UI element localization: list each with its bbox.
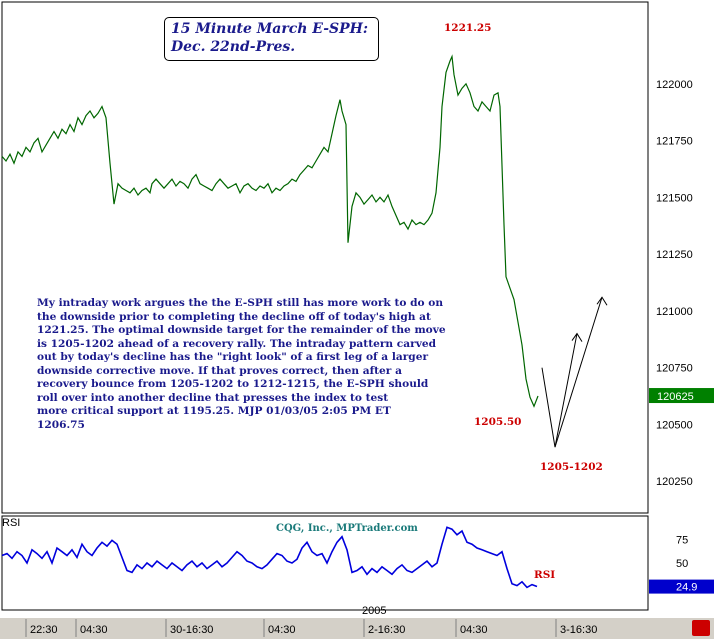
time-tick-label: 3-16:30 (560, 624, 597, 636)
chart-title-line2: Dec. 22nd-Pres. (171, 39, 296, 55)
chart-title-line1: 15 Minute March E-SPH: (171, 21, 369, 37)
price-line (1, 54, 539, 408)
price-tick-label: 121500 (656, 192, 693, 204)
low-label: 1205.50 (474, 416, 522, 428)
price-tick-label: 122000 (656, 79, 693, 91)
rsi-current-label: 24.9 (676, 582, 697, 594)
price-tick-label: 120750 (656, 363, 693, 375)
time-tick-label: 30-16:30 (170, 624, 213, 636)
last-price-badge (649, 388, 714, 404)
projection-leg1 (541, 333, 578, 448)
price-tick-label: 120500 (656, 419, 693, 431)
projection-arrowhead (596, 296, 608, 306)
rsi-series-label: RSI (534, 569, 556, 581)
projection-arrowhead (571, 332, 583, 342)
price-tick-label: 121000 (656, 306, 693, 318)
price-tick-label: 120250 (656, 476, 693, 488)
last-price-label: 120625 (657, 391, 694, 403)
time-tick-label: 04:30 (80, 624, 108, 636)
time-tick-label: 2-16:30 (368, 624, 405, 636)
chart-title: 15 Minute March E-SPH: Dec. 22nd-Pres. (164, 17, 379, 61)
rsi-current-badge (649, 579, 714, 594)
rsi-panel-frame (1, 515, 649, 611)
year-label: 2005 (362, 605, 386, 617)
projection-leg2 (554, 297, 603, 448)
credit-text: CQG, Inc., MPTrader.com (276, 523, 418, 534)
chart-logo-icon (692, 620, 710, 636)
commentary-text: My intraday work argues the the E-SPH st… (37, 297, 446, 431)
rsi-panel-title: RSI (2, 517, 21, 529)
price-tick-label: 121250 (656, 249, 693, 261)
price-panel-frame (1, 1, 649, 514)
time-axis-bar (0, 618, 714, 639)
time-tick-label: 22:30 (30, 624, 58, 636)
rsi-line (1, 526, 538, 589)
price-tick-label: 121750 (656, 136, 693, 148)
rsi-tick-label: 75 (676, 535, 688, 547)
time-tick-label: 04:30 (460, 624, 488, 636)
time-tick-label: 04:30 (268, 624, 296, 636)
target-label: 1205-1202 (540, 461, 603, 473)
rsi-tick-label: 50 (676, 558, 688, 570)
high-label: 1221.25 (444, 22, 492, 34)
